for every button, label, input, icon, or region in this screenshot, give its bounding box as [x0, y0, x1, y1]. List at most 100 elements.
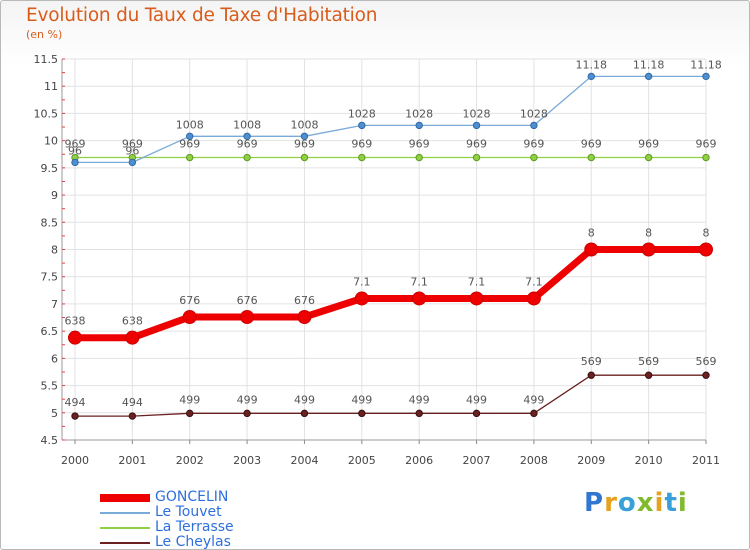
data-label-la-terrasse: 969 — [696, 138, 717, 151]
proxiti-logo: Proxiti — [584, 488, 688, 518]
legend-label-la-terrasse: La Terrasse — [155, 519, 234, 535]
y-tick-label: 9.5 — [41, 162, 59, 175]
data-point-le-touvet — [71, 158, 79, 167]
data-point-goncelin — [469, 291, 484, 306]
data-label-goncelin: 7.1 — [468, 275, 486, 288]
x-tick-label: 2006 — [405, 454, 433, 467]
data-label-la-terrasse: 969 — [351, 138, 372, 151]
data-point-le-touvet — [243, 132, 251, 140]
data-point-goncelin — [182, 309, 197, 324]
x-tick-label: 2001 — [118, 454, 146, 467]
logo-letter: P — [584, 488, 605, 518]
data-point-le-cheylas — [186, 409, 194, 418]
x-tick-label: 2003 — [233, 454, 261, 467]
data-point-le-cheylas — [300, 409, 309, 418]
data-point-le-touvet — [530, 121, 538, 130]
data-point-la-terrasse — [358, 153, 366, 162]
data-label-le-touvet: 96 — [125, 144, 139, 157]
data-label-la-terrasse: 969 — [179, 138, 200, 151]
data-point-le-cheylas — [587, 371, 595, 379]
data-label-goncelin: 8 — [645, 227, 652, 240]
x-tick-label: 2008 — [520, 454, 548, 467]
data-point-le-touvet — [186, 132, 194, 140]
legend-swatch-goncelin — [100, 494, 150, 502]
data-label-le-cheylas: 499 — [351, 393, 372, 406]
data-label-goncelin: 638 — [65, 315, 86, 328]
legend-swatch-le-touvet — [100, 512, 150, 514]
legend-swatch-la-terrasse — [100, 527, 150, 529]
data-point-goncelin — [641, 242, 656, 257]
series-line-le-cheylas — [75, 374, 706, 417]
data-point-la-terrasse — [243, 153, 251, 162]
data-point-le-touvet — [587, 72, 595, 81]
legend-label-le-cheylas: Le Cheylas — [155, 534, 231, 550]
data-label-la-terrasse: 969 — [409, 138, 430, 151]
y-tick-label: 11.5 — [34, 53, 59, 66]
data-label-le-touvet: 11.18 — [690, 58, 722, 71]
data-point-le-touvet — [702, 72, 710, 81]
data-label-le-touvet: 1028 — [405, 107, 433, 120]
y-tick-label: 7 — [51, 298, 58, 311]
chart-title: Evolution du Taux de Taxe d'Habitation — [26, 5, 378, 26]
data-point-goncelin — [125, 330, 140, 345]
data-label-le-cheylas: 494 — [65, 396, 86, 409]
data-label-le-touvet: 11.18 — [633, 58, 665, 71]
x-tick-label: 2000 — [61, 454, 89, 467]
x-tick-label: 2010 — [635, 454, 663, 467]
data-label-le-touvet: 1008 — [290, 118, 318, 131]
data-label-goncelin: 638 — [122, 315, 143, 328]
legend-label-goncelin: GONCELIN — [155, 489, 229, 505]
data-label-le-touvet: 1028 — [463, 107, 491, 120]
data-point-la-terrasse — [702, 153, 710, 162]
y-tick-label: 7.5 — [41, 271, 59, 284]
data-point-goncelin — [354, 291, 369, 306]
data-point-le-cheylas — [472, 409, 481, 418]
data-point-le-touvet — [472, 121, 481, 130]
data-point-goncelin — [526, 291, 541, 306]
x-tick-label: 2011 — [692, 454, 720, 467]
data-label-le-cheylas: 499 — [466, 393, 487, 406]
logo-letter: t — [664, 488, 678, 518]
data-point-la-terrasse — [300, 153, 309, 162]
data-label-le-cheylas: 499 — [237, 393, 258, 406]
data-label-le-cheylas: 499 — [523, 393, 544, 406]
x-tick-label: 2009 — [577, 454, 605, 467]
data-label-la-terrasse: 969 — [523, 138, 544, 151]
data-label-goncelin: 676 — [179, 294, 200, 307]
data-label-la-terrasse: 969 — [638, 138, 659, 151]
data-point-goncelin — [412, 291, 427, 306]
data-point-le-touvet — [644, 72, 653, 81]
data-point-le-touvet — [128, 158, 137, 167]
data-label-goncelin: 8 — [588, 227, 595, 240]
data-label-le-cheylas: 494 — [122, 396, 143, 409]
data-point-le-touvet — [358, 121, 366, 130]
data-point-la-terrasse — [530, 153, 538, 162]
data-label-le-touvet: 1008 — [176, 118, 204, 131]
data-point-le-touvet — [415, 121, 423, 130]
data-point-le-cheylas — [702, 371, 710, 379]
data-point-la-terrasse — [186, 153, 194, 162]
data-label-le-cheylas: 569 — [638, 355, 659, 368]
logo-letter: x — [636, 488, 655, 518]
y-tick-label: 5 — [51, 407, 58, 420]
logo-letter: i — [677, 488, 688, 518]
y-axis-unit: (en %) — [26, 28, 63, 41]
data-label-le-touvet: 96 — [68, 144, 82, 157]
data-label-le-touvet: 1008 — [233, 118, 261, 131]
data-label-goncelin: 7.1 — [410, 275, 428, 288]
legend-label-le-touvet: Le Touvet — [155, 504, 222, 520]
data-point-le-cheylas — [415, 409, 423, 418]
x-tick-label: 2005 — [348, 454, 376, 467]
data-label-la-terrasse: 969 — [122, 138, 143, 151]
data-label-la-terrasse: 969 — [581, 138, 602, 151]
data-label-le-cheylas: 569 — [696, 355, 717, 368]
data-point-la-terrasse — [472, 153, 481, 162]
data-label-goncelin: 676 — [294, 294, 315, 307]
legend-swatch-le-cheylas — [100, 542, 150, 544]
data-point-le-cheylas — [128, 412, 137, 420]
data-label-goncelin: 7.1 — [525, 275, 543, 288]
x-tick-label: 2002 — [176, 454, 204, 467]
series-line-le-touvet — [75, 75, 706, 164]
y-tick-label: 5.5 — [41, 380, 59, 393]
